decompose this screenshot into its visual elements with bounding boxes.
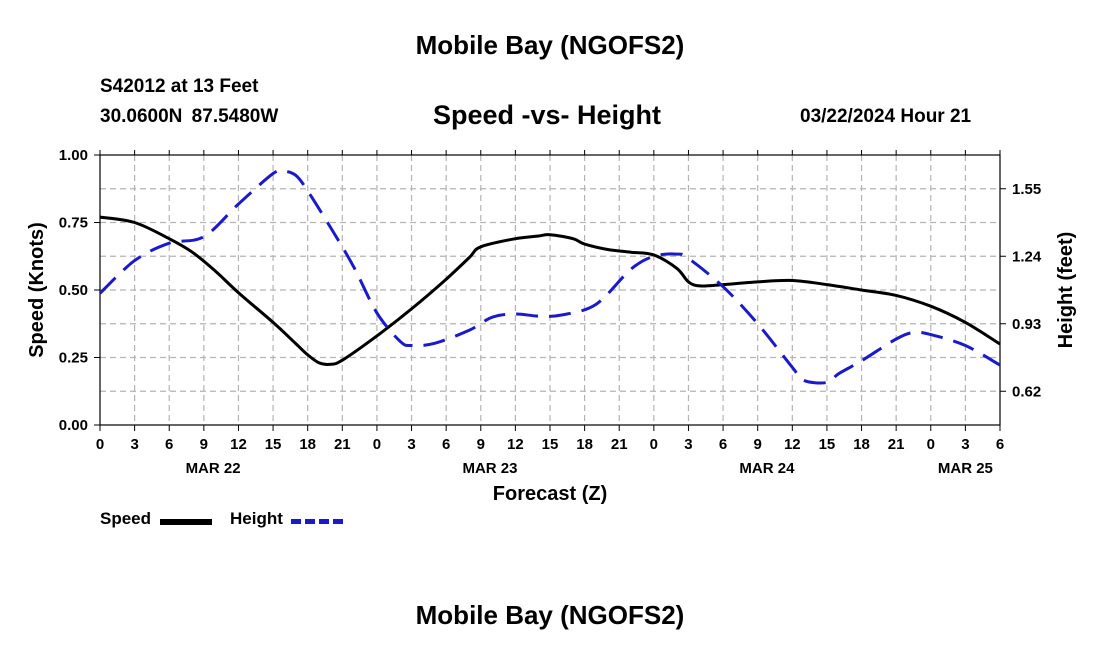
y-tick-label-right: 1.24 [1012,248,1042,265]
coordinates-label: 30.0600N 87.5480W [100,106,279,127]
x-tick-label: 12 [230,436,247,453]
x-date-label: MAR 22 [186,460,241,477]
chart-title-top: Mobile Bay (NGOFS2) [415,30,685,60]
y-tick-label-left: 1.00 [59,147,88,164]
legend-speed-label: Speed [100,509,152,528]
x-tick-label: 0 [96,436,104,453]
x-date-label: MAR 24 [739,460,795,477]
x-tick-label: 3 [961,436,969,453]
y-tick-label-right: 0.93 [1012,316,1041,333]
x-tick-label: 21 [611,436,628,453]
x-tick-label: 12 [784,436,801,453]
x-tick-label: 3 [130,436,138,453]
chart-title-bottom: Mobile Bay (NGOFS2) [415,600,685,630]
grid [100,155,1000,425]
x-tick-label: 9 [477,436,485,453]
x-tick-label: 21 [334,436,351,453]
x-tick-label: 0 [927,436,935,453]
x-tick-label: 21 [888,436,905,453]
x-tick-label: 6 [165,436,173,453]
x-axis-title: Forecast (Z) [493,483,607,505]
x-tick-label: 18 [853,436,870,453]
x-tick-label: 18 [299,436,316,453]
height-series-line [98,168,1001,385]
station-label: S42012 at 13 Feet [100,76,259,97]
x-tick-label: 9 [200,436,208,453]
speed-series-line [99,215,1001,366]
y-tick-label-left: 0.75 [59,215,88,232]
y-axis-title-left: Speed (Knots) [26,222,48,358]
y-tick-label-left: 0.25 [59,350,88,367]
x-tick-label: 15 [542,436,559,453]
y-tick-label-left: 0.50 [59,282,88,299]
x-tick-label: 3 [407,436,415,453]
x-tick-label: 18 [576,436,593,453]
legend-speed-swatch [160,519,212,525]
x-tick-label: 6 [442,436,450,453]
x-date-label: MAR 23 [462,460,517,477]
chart-subtitle: Speed -vs- Height [433,100,662,130]
x-tick-label: 0 [373,436,381,453]
forecast-datetime: 03/22/2024 Hour 21 [800,106,972,127]
x-date-label: MAR 25 [938,460,993,477]
axes: 0 3 6 9 12 15 18 21 0 3 6 9 12 15 18 21 0 3 6 9 12 15 18 21 0 3 6M… [59,147,1042,477]
x-tick-label: 0 [650,436,658,453]
x-tick-label: 6 [719,436,727,453]
legend-height-label: Height [230,509,283,528]
legend-height-swatch [291,519,343,524]
y-tick-label-left: 0.00 [59,417,88,434]
x-tick-label: 3 [684,436,692,453]
x-tick-label: 12 [507,436,524,453]
y-tick-label-right: 1.55 [1012,181,1041,198]
x-tick-label: 9 [754,436,762,453]
x-tick-label: 15 [819,436,836,453]
y-axis-title-right: Height (feet) [1055,232,1077,349]
x-tick-label: 6 [996,436,1004,453]
x-tick-label: 15 [265,436,282,453]
series [98,168,1001,385]
y-tick-label-right: 0.62 [1012,383,1041,400]
